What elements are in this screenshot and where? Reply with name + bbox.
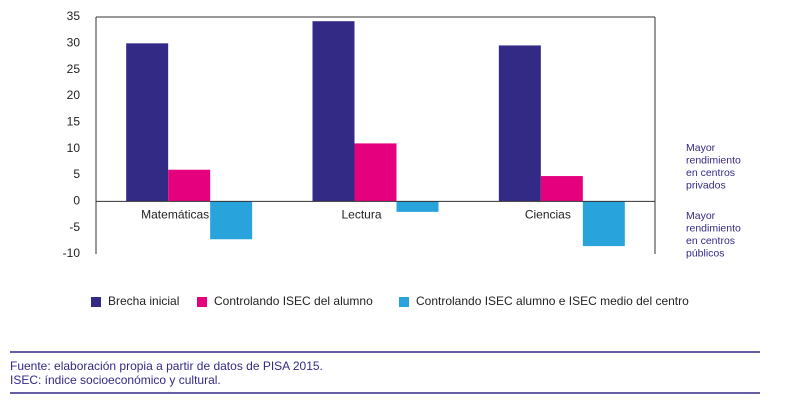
- bar: [168, 169, 211, 202]
- y-tick-label: -5: [69, 220, 80, 234]
- legend-label: Controlando ISEC del alumno: [214, 294, 373, 308]
- bar: [396, 201, 439, 212]
- footer-note: ISEC: índice socioeconómico y cultural.: [10, 373, 221, 387]
- y-tick-label: 30: [67, 36, 81, 50]
- annotation: rendimiento: [686, 154, 741, 166]
- y-tick-label: 5: [73, 167, 80, 181]
- y-tick-label: 25: [67, 62, 81, 76]
- bar: [354, 143, 397, 202]
- annotation: Mayor: [686, 142, 716, 154]
- legend-label: Controlando ISEC alumno e ISEC medio del…: [416, 294, 689, 308]
- annotation: en centros: [686, 235, 735, 247]
- footer-source: Fuente: elaboración propia a partir de d…: [10, 359, 323, 373]
- annotation: Mayor: [686, 210, 716, 222]
- legend-label: Brecha inicial: [108, 294, 179, 308]
- y-tick-label: 0: [73, 194, 80, 208]
- annotation: privados: [686, 179, 726, 191]
- x-tick-label: Lectura: [341, 208, 381, 222]
- bar: [582, 201, 625, 247]
- annotation: rendimiento: [686, 222, 741, 234]
- bar: [498, 45, 541, 202]
- bar: [540, 176, 583, 202]
- x-tick-label: Matemáticas: [141, 208, 209, 222]
- annotation: en centros: [686, 167, 735, 179]
- bar: [210, 201, 253, 240]
- legend-swatch: [399, 297, 409, 307]
- y-tick-label: 15: [67, 115, 81, 129]
- legend-swatch: [91, 297, 101, 307]
- bar: [312, 21, 355, 202]
- y-tick-label: 10: [67, 141, 81, 155]
- bar: [126, 43, 169, 202]
- legend-swatch: [197, 297, 207, 307]
- y-tick-label: -10: [63, 246, 81, 260]
- y-tick-label: 20: [67, 88, 81, 102]
- x-tick-label: Ciencias: [525, 208, 571, 222]
- annotation: públicos: [686, 247, 725, 259]
- y-tick-label: 35: [67, 9, 81, 23]
